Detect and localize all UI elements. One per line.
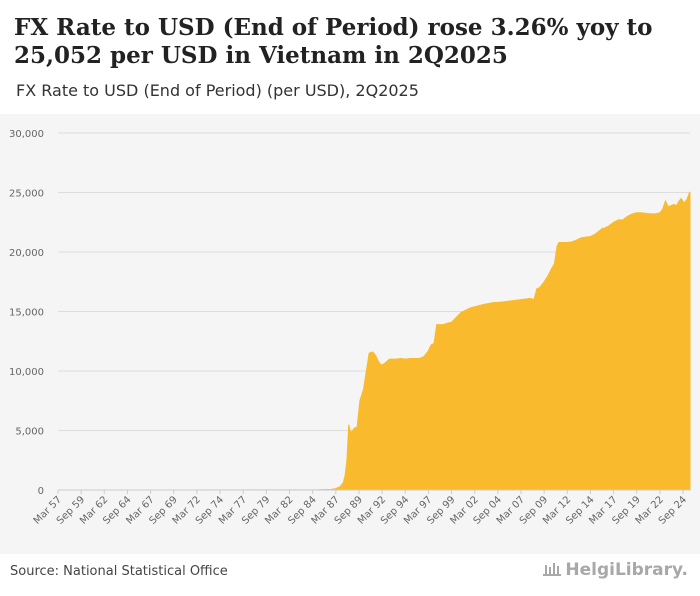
library-building-icon (543, 563, 562, 576)
chart-subtitle: FX Rate to USD (End of Period) (per USD)… (16, 81, 419, 100)
y-tick-label: 15,000 (9, 308, 44, 319)
y-tick-label: 5,000 (15, 427, 44, 438)
logo: HelgiLibrary. (543, 560, 688, 580)
y-tick-label: 10,000 (9, 367, 44, 378)
logo-text: HelgiLibrary. (565, 560, 688, 580)
y-tick-label: 25,000 (9, 189, 44, 200)
y-axis: 0 5,000 10,000 15,000 20,000 25,000 30,000 (9, 129, 44, 497)
y-tick-label: 0 (38, 486, 44, 497)
series-area (57, 191, 691, 491)
series-layer (57, 191, 691, 491)
source-note: Source: National Statistical Office (10, 564, 228, 579)
y-tick-label: 20,000 (9, 248, 44, 259)
chart-title: FX Rate to USD (End of Period) rose 3.26… (14, 14, 653, 69)
y-tick-label: 30,000 (9, 129, 44, 140)
